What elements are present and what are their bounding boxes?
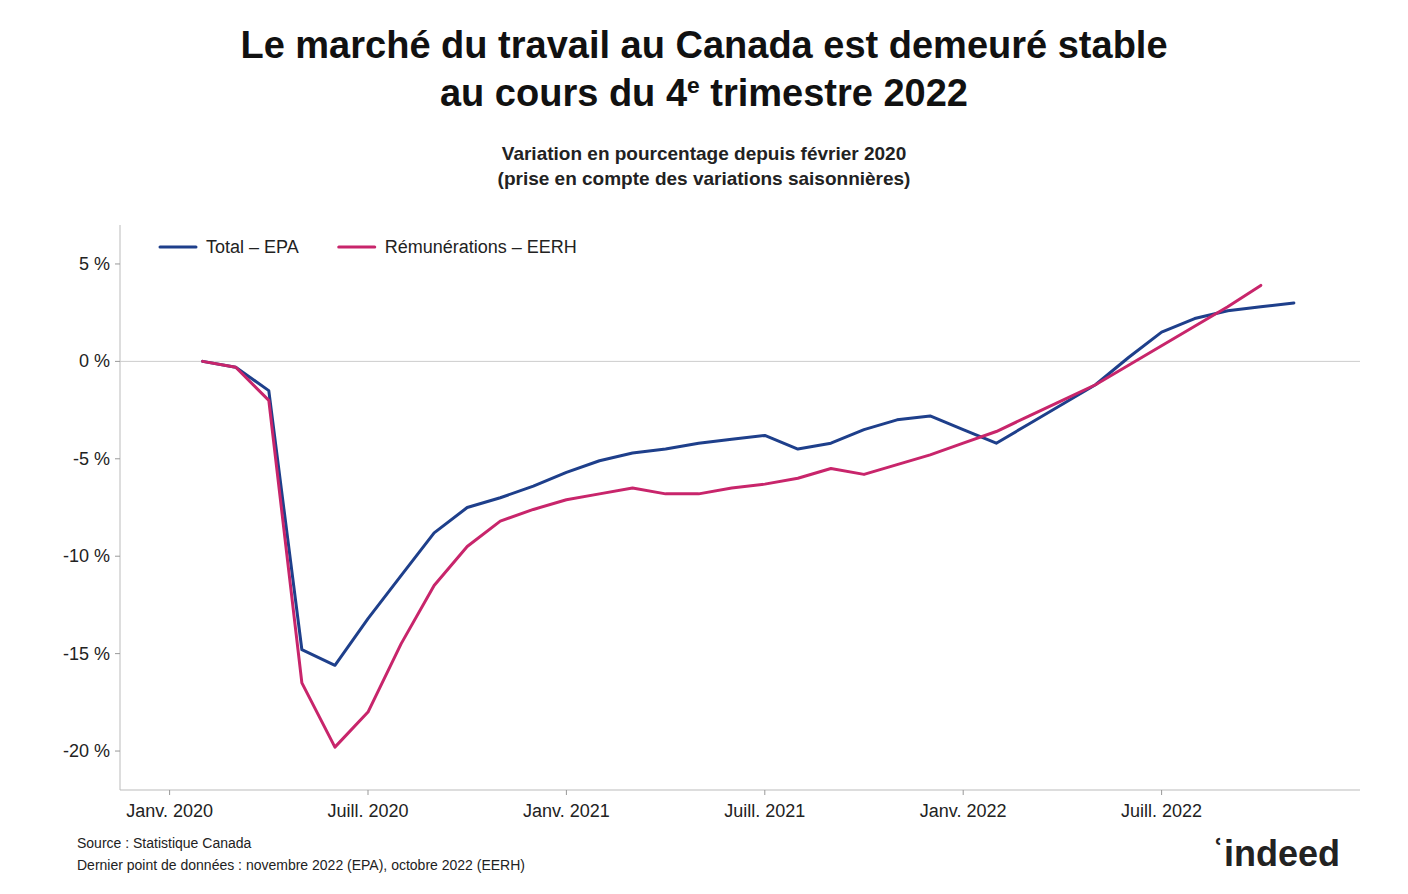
- x-tick-label: Juill. 2022: [1121, 801, 1202, 821]
- y-tick: [115, 458, 120, 459]
- y-axis-line: [120, 225, 121, 790]
- x-tick: [963, 790, 964, 795]
- x-tick-label: Janv. 2021: [523, 801, 610, 821]
- x-tick-label: Janv. 2020: [126, 801, 213, 821]
- logo: ʿindeed: [1212, 833, 1340, 874]
- y-tick-label: -10 %: [63, 546, 110, 566]
- series-line: [203, 285, 1261, 747]
- x-tick-label: Janv. 2022: [920, 801, 1007, 821]
- y-tick-label: -15 %: [63, 644, 110, 664]
- legend-swatch: [160, 246, 196, 249]
- legend-swatch: [339, 246, 375, 249]
- y-tick: [115, 751, 120, 752]
- legend-label: Total – EPA: [206, 237, 299, 257]
- legend: Total – EPA Rémunérations – EERH: [160, 237, 577, 257]
- x-tick: [764, 790, 765, 795]
- zero-line: [120, 361, 1360, 362]
- background: [0, 0, 1408, 894]
- x-tick-label: Juill. 2021: [724, 801, 805, 821]
- legend-label: Rémunérations – EERH: [385, 237, 577, 257]
- y-tick: [115, 556, 120, 557]
- source: Source : Statistique Canada: [77, 835, 252, 851]
- y-tick: [115, 263, 120, 264]
- y-tick: [115, 361, 120, 362]
- x-tick: [169, 790, 170, 795]
- y-tick-label: 5 %: [79, 254, 110, 274]
- series-line: [203, 303, 1294, 665]
- plot-area: [203, 285, 1294, 747]
- x-tick: [1161, 790, 1162, 795]
- y-tick-label: -5 %: [73, 449, 110, 469]
- chart: Le marché du travail au Canada est demeu…: [0, 0, 1408, 894]
- title: Le marché du travail au Canada est demeu…: [240, 24, 1167, 66]
- title: au cours du 4e trimestre 2022: [440, 72, 968, 114]
- y-tick-label: 0 %: [79, 351, 110, 371]
- x-tick: [368, 790, 369, 795]
- subtitle: (prise en compte des variations saisonni…: [498, 168, 911, 189]
- y-tick-label: -20 %: [63, 741, 110, 761]
- x-tick: [566, 790, 567, 795]
- x-axis-line: [120, 790, 1360, 791]
- subtitle: Variation en pourcentage depuis février …: [502, 143, 906, 164]
- y-tick: [115, 653, 120, 654]
- source: Dernier point de données : novembre 2022…: [77, 857, 525, 873]
- x-tick-label: Juill. 2020: [327, 801, 408, 821]
